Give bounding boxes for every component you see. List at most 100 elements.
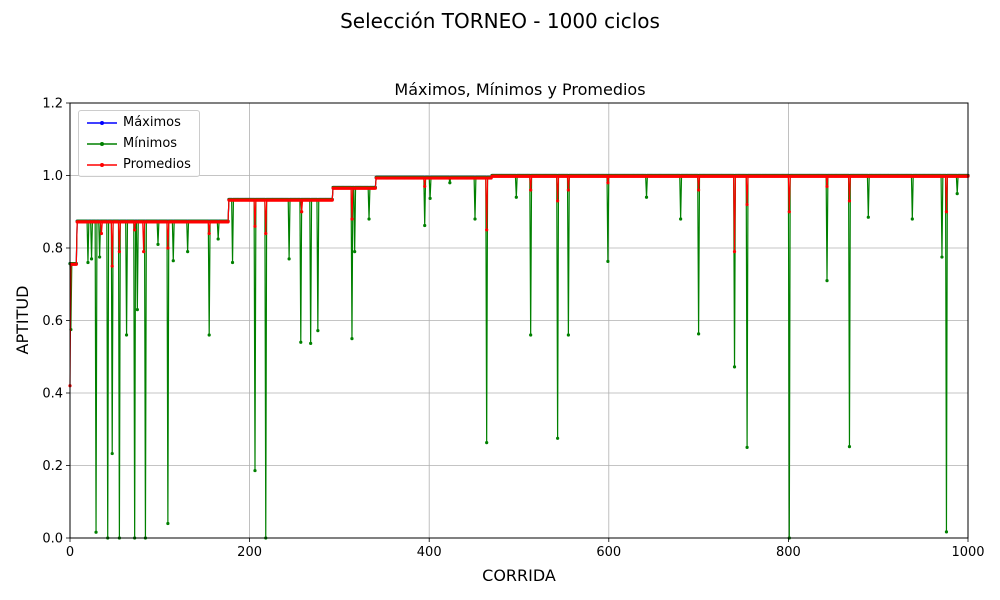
data-point (866, 215, 870, 219)
data-point (606, 259, 610, 264)
legend: Máximos Mínimos Promedios (78, 110, 200, 177)
data-point (485, 228, 489, 232)
data-point (156, 242, 160, 246)
data-point (86, 260, 90, 265)
data-point (89, 257, 94, 261)
data-point (697, 188, 701, 192)
data-point (566, 333, 570, 337)
series-2 (68, 174, 970, 388)
legend-item-minimos: Mínimos (79, 134, 201, 154)
data-point (556, 199, 560, 203)
x-axis-label: CORRIDA (482, 566, 556, 585)
data-point (216, 237, 220, 241)
data-point (171, 259, 175, 263)
legend-swatch-maximos (87, 121, 117, 125)
data-point (166, 521, 170, 526)
data-point (264, 231, 268, 236)
data-point (473, 217, 477, 221)
legend-swatch-promedios (87, 163, 117, 167)
data-point (679, 217, 683, 221)
data-point (186, 250, 190, 254)
y-axis-label: APTITUD (13, 286, 32, 355)
data-point (825, 184, 829, 188)
data-point (423, 184, 427, 188)
data-point (367, 217, 371, 221)
data-point (353, 250, 357, 254)
data-point (99, 231, 104, 236)
data-point (529, 333, 533, 337)
data-point (940, 255, 944, 259)
y-tick-label: 0.0 (42, 532, 63, 547)
data-point (847, 445, 852, 449)
data-point (316, 329, 320, 333)
x-tick-label: 800 (776, 545, 801, 560)
y-tick-label: 1.2 (42, 97, 63, 112)
y-tick-label: 0.6 (42, 314, 63, 329)
x-tick-label: 400 (417, 545, 442, 560)
data-point (133, 228, 137, 232)
data-point (428, 196, 432, 200)
x-tick-label: 1000 (951, 545, 984, 560)
data-point (350, 217, 354, 221)
data-point (745, 445, 749, 449)
legend-label-minimos: Mínimos (123, 136, 178, 151)
data-point (110, 451, 114, 456)
legend-label-promedios: Promedios (123, 157, 191, 172)
data-point (606, 181, 610, 185)
legend-item-maximos: Máximos (79, 113, 201, 133)
data-point (287, 257, 291, 261)
data-point (556, 436, 560, 440)
y-tick-label: 0.4 (42, 387, 63, 402)
data-point (825, 279, 829, 283)
y-tick-label: 1.0 (42, 169, 63, 184)
data-point (732, 365, 737, 369)
series-line (70, 174, 968, 265)
legend-swatch-minimos (87, 142, 117, 146)
data-point (135, 308, 139, 312)
x-tick-label: 0 (66, 545, 74, 560)
data-point (74, 262, 78, 266)
data-point (697, 332, 701, 336)
data-point (299, 340, 303, 344)
y-tick-label: 0.8 (42, 242, 63, 257)
series-layer (68, 173, 970, 540)
data-point (955, 192, 959, 196)
data-point (787, 210, 791, 214)
data-point (110, 264, 114, 268)
data-point (350, 337, 354, 341)
data-point (226, 220, 230, 224)
data-point (207, 231, 211, 236)
data-point (566, 188, 570, 192)
data-point (910, 217, 914, 221)
data-point (207, 333, 211, 337)
data-point (330, 198, 334, 202)
data-point (300, 210, 304, 214)
x-tick-label: 600 (596, 545, 621, 560)
data-point (423, 223, 427, 228)
data-point (166, 246, 170, 250)
data-point (309, 341, 313, 345)
data-point (142, 250, 146, 254)
series-1 (68, 173, 970, 540)
y-tick-label: 0.2 (42, 459, 63, 474)
series-line (69, 175, 968, 386)
axis-ticks: 0 200 400 600 800 1000 0.0 0.2 0.4 0.6 0.8 1.0 1.2 (42, 97, 984, 561)
data-point (514, 195, 518, 199)
data-point (253, 468, 257, 473)
data-point (448, 181, 452, 185)
data-point (124, 333, 129, 337)
data-point (944, 530, 949, 534)
data-point (732, 250, 737, 254)
data-point (944, 210, 949, 214)
series-0 (68, 173, 970, 266)
figure-suptitle: Selección TORNEO - 1000 ciclos (340, 9, 660, 33)
data-point (253, 224, 257, 228)
series-line (69, 174, 968, 539)
x-tick-label: 200 (237, 545, 262, 560)
data-point (98, 255, 102, 259)
chart-title: Máximos, Mínimos y Promedios (394, 80, 645, 99)
data-point (485, 441, 489, 445)
legend-label-maximos: Máximos (123, 115, 181, 130)
data-point (117, 250, 121, 254)
